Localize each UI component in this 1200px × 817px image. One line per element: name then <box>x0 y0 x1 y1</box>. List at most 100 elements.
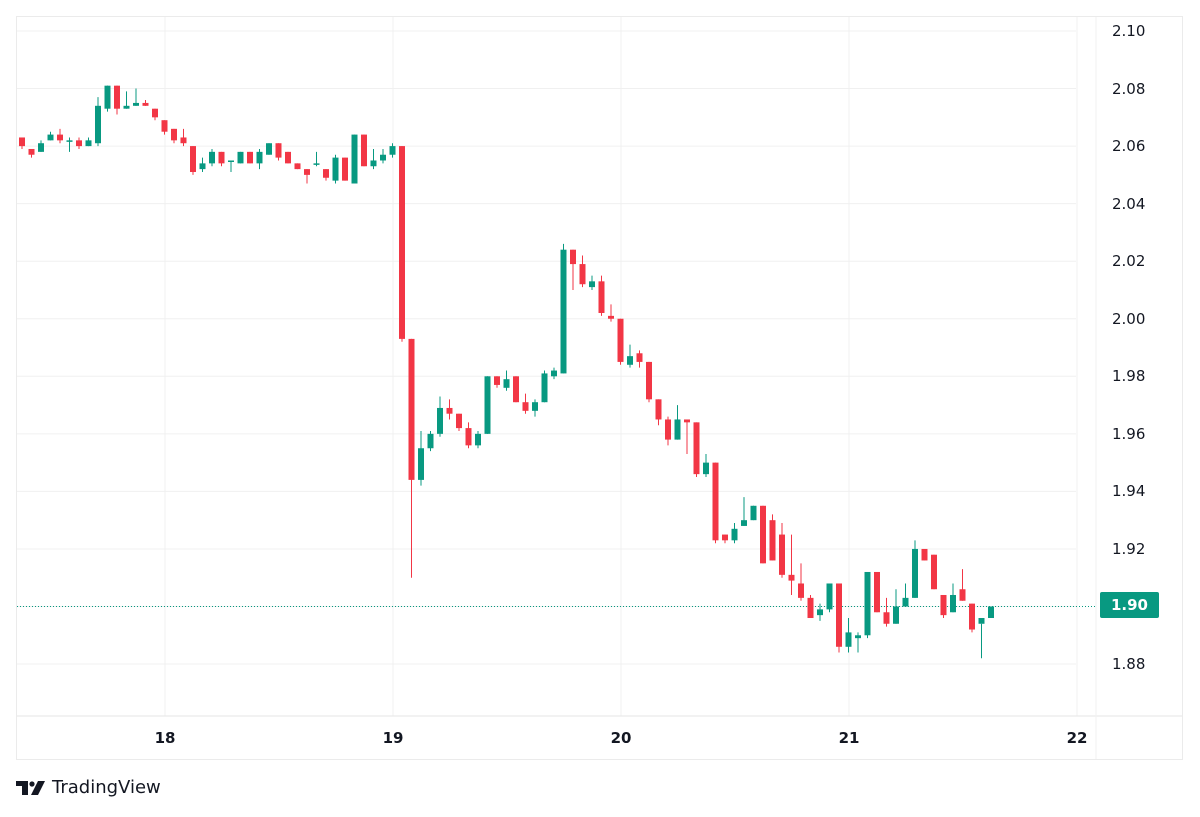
candle[interactable] <box>684 419 690 454</box>
candle[interactable] <box>171 128 177 144</box>
candle[interactable] <box>541 370 548 403</box>
candle[interactable] <box>456 413 462 431</box>
candle[interactable] <box>589 275 595 290</box>
candle[interactable] <box>114 85 120 115</box>
candle[interactable] <box>484 376 491 434</box>
candle[interactable] <box>912 540 918 598</box>
candle[interactable] <box>76 137 82 149</box>
candle[interactable] <box>703 453 709 478</box>
candle[interactable] <box>712 462 719 544</box>
candle[interactable] <box>494 376 500 388</box>
candle[interactable] <box>579 255 586 288</box>
candle[interactable] <box>570 249 576 290</box>
candle[interactable] <box>209 148 215 167</box>
candle[interactable] <box>104 85 111 112</box>
candle[interactable] <box>323 169 329 181</box>
candle[interactable] <box>313 151 320 167</box>
candle[interactable] <box>883 597 890 627</box>
tradingview-logo[interactable]: TradingView <box>16 777 161 798</box>
candle[interactable] <box>180 128 187 147</box>
candle[interactable] <box>190 146 196 175</box>
candle[interactable] <box>760 505 766 564</box>
candle[interactable] <box>845 618 852 653</box>
candle[interactable] <box>608 304 614 322</box>
candle[interactable] <box>427 430 434 452</box>
candle[interactable] <box>133 88 139 106</box>
candle[interactable] <box>665 416 671 446</box>
candle[interactable] <box>161 120 168 135</box>
candle[interactable] <box>342 157 348 181</box>
candle[interactable] <box>66 137 73 152</box>
candle[interactable] <box>731 523 738 544</box>
candle[interactable] <box>446 399 453 420</box>
candle[interactable] <box>228 160 234 172</box>
candle[interactable] <box>617 318 624 365</box>
candle[interactable] <box>285 151 291 164</box>
candle[interactable] <box>152 108 158 121</box>
candle[interactable] <box>218 151 225 167</box>
candle[interactable] <box>769 514 776 561</box>
candle[interactable] <box>788 534 795 595</box>
candle[interactable] <box>513 376 519 403</box>
candle[interactable] <box>826 583 833 613</box>
candle[interactable] <box>247 151 253 164</box>
candle[interactable] <box>741 497 747 526</box>
candle[interactable] <box>351 134 358 184</box>
candle[interactable] <box>418 430 424 486</box>
candle[interactable] <box>940 594 947 619</box>
candle[interactable] <box>275 143 282 161</box>
candle[interactable] <box>465 422 472 449</box>
candle[interactable] <box>988 606 994 619</box>
candle[interactable] <box>38 140 44 152</box>
candle[interactable] <box>389 143 396 158</box>
candle[interactable] <box>598 275 605 316</box>
candle[interactable] <box>332 154 339 184</box>
candle[interactable] <box>57 128 63 144</box>
candle[interactable] <box>560 243 567 374</box>
candle[interactable] <box>237 151 244 164</box>
candle[interactable] <box>636 350 643 368</box>
candle[interactable] <box>551 367 557 380</box>
candle[interactable] <box>874 571 880 613</box>
candle[interactable] <box>893 589 899 624</box>
candle[interactable] <box>950 583 956 613</box>
candle[interactable] <box>522 393 529 414</box>
candle[interactable] <box>532 399 538 417</box>
candle[interactable] <box>123 91 130 109</box>
candle[interactable] <box>370 148 377 170</box>
candle[interactable] <box>921 548 928 561</box>
candle[interactable] <box>294 163 301 170</box>
candle[interactable] <box>693 422 700 478</box>
candle[interactable] <box>28 148 35 158</box>
candle[interactable] <box>855 632 861 653</box>
candle[interactable] <box>722 534 728 544</box>
candle[interactable] <box>674 405 681 440</box>
candle[interactable] <box>807 594 814 619</box>
candle[interactable] <box>399 146 405 342</box>
candle[interactable] <box>750 505 757 521</box>
candle[interactable] <box>142 100 149 106</box>
candle[interactable] <box>304 169 310 184</box>
candle[interactable] <box>798 563 804 601</box>
candle[interactable] <box>978 618 985 659</box>
candle[interactable] <box>627 344 633 368</box>
candle[interactable] <box>256 148 263 170</box>
candle[interactable] <box>19 137 25 149</box>
candle[interactable] <box>779 523 785 578</box>
candle[interactable] <box>969 603 975 633</box>
candle[interactable] <box>266 143 272 155</box>
candle[interactable] <box>361 134 367 167</box>
candle[interactable] <box>199 157 206 172</box>
candle[interactable] <box>931 554 937 590</box>
candle[interactable] <box>864 571 871 639</box>
candle[interactable] <box>836 583 842 653</box>
candle[interactable] <box>95 97 101 147</box>
candle[interactable] <box>85 137 92 147</box>
candle[interactable] <box>655 399 662 426</box>
candle[interactable] <box>47 131 54 141</box>
candle[interactable] <box>475 430 481 449</box>
candle[interactable] <box>902 583 909 607</box>
candle[interactable] <box>437 396 443 437</box>
candle[interactable] <box>408 338 415 578</box>
